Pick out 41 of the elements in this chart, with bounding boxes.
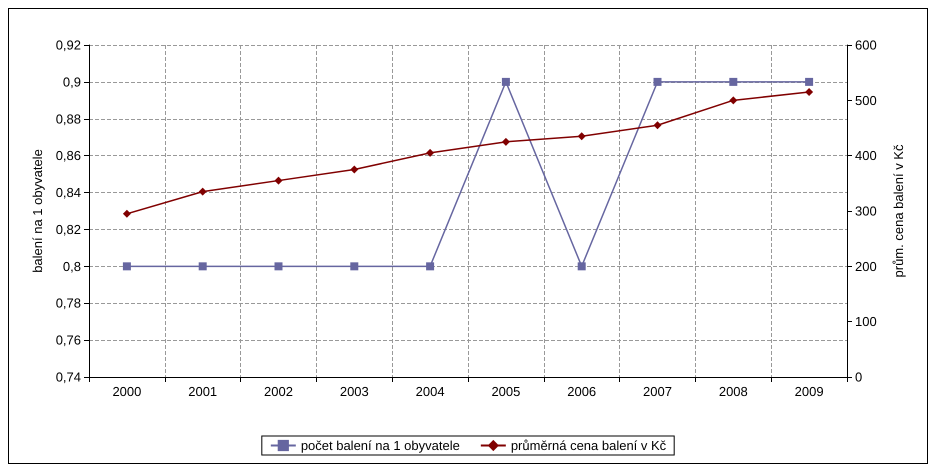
y2-tick-label: 500: [855, 92, 877, 108]
x-tick-label: 2007: [643, 384, 672, 399]
x-tick-label: 2000: [112, 384, 142, 399]
legend-label: počet balení na 1 obyvatele: [300, 438, 460, 453]
point: [350, 166, 358, 174]
y-tick-label: 0,78: [56, 296, 81, 311]
y-axis-title: balení na 1 obyvatele: [30, 149, 45, 273]
x-tick-label: 2009: [794, 384, 824, 399]
point: [578, 132, 586, 140]
y-tick-label: 0,84: [56, 185, 81, 200]
y-tick-label: 0,9: [62, 74, 81, 90]
x-tick-label: 2008: [718, 384, 748, 399]
point: [274, 176, 282, 185]
point: [654, 121, 662, 130]
y-tick-label: 0,86: [56, 148, 81, 164]
y-tick-label: 0,74: [56, 370, 81, 384]
point: [426, 148, 434, 157]
x-tick-label: 2005: [491, 384, 520, 399]
y-tick-label: 0,92: [56, 38, 81, 52]
x-tick-label: 2002: [264, 384, 293, 399]
x-tick-label: 2001: [188, 384, 218, 399]
y2-tick-label: 400: [855, 148, 877, 164]
x-tick-label: 2003: [340, 384, 369, 399]
point: [805, 88, 814, 96]
y2-tick-label: 600: [855, 38, 877, 52]
y2-tick-label: 200: [855, 258, 877, 274]
y-tick-label: 0,88: [56, 111, 81, 126]
y2-tick-label: 300: [855, 204, 877, 218]
y2-tick-label: 100: [855, 314, 877, 330]
y2-tick-label: 0: [855, 370, 862, 384]
point: [198, 188, 207, 196]
y-tick-label: 0,8: [62, 258, 81, 274]
y2-axis-title: prům. cena balení v Kč: [891, 144, 906, 278]
x-tick-label: 2004: [416, 384, 445, 399]
point: [122, 210, 131, 218]
point: [729, 96, 738, 104]
point: [502, 138, 510, 146]
y-tick-label: 0,82: [56, 222, 81, 237]
x-tick-label: 2006: [567, 384, 596, 399]
legend-label: průměrná cena balení v Kč: [510, 438, 667, 453]
y-tick-label: 0,76: [56, 332, 81, 348]
